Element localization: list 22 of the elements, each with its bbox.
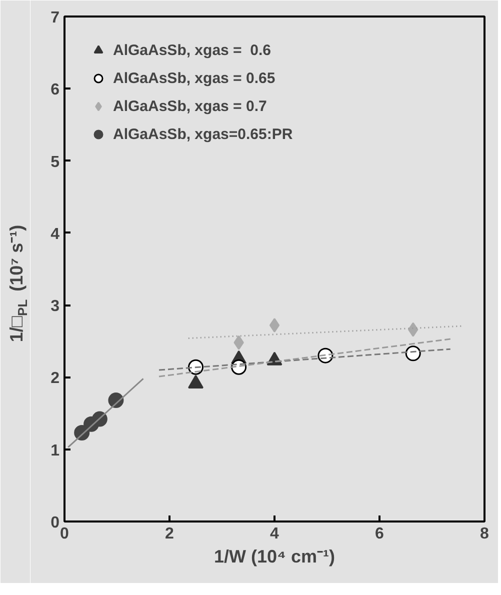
- y-tick-label: 4: [50, 226, 60, 243]
- point: [405, 346, 421, 362]
- x-tick-label: 6: [375, 526, 384, 542]
- y-tick-label: 7: [50, 10, 60, 26]
- x-tick-label: 2: [165, 526, 174, 542]
- x-axis-title: 1/W (10⁴ cm⁻¹): [214, 546, 335, 566]
- y-tick-label: 2: [50, 370, 60, 388]
- legend-label: AlGaAsSb, xgas = 0.6: [113, 42, 271, 58]
- point: [408, 322, 418, 337]
- y-tick-label: 6: [50, 82, 60, 99]
- y-tick-label: 0: [50, 514, 60, 532]
- legend-label: AlGaAsSb, xgas = 0.7: [113, 98, 267, 114]
- legend-label: AlGaAsSb, xgas = 0.65: [113, 70, 276, 86]
- y-tick-label: 5: [50, 154, 60, 171]
- y-tick-label: 1: [50, 442, 60, 460]
- legend-label: AlGaAsSb, xgas=0.65:PR: [113, 126, 293, 142]
- x-tick-label: 8: [480, 526, 490, 542]
- x-tick-label: 4: [270, 526, 280, 542]
- y-axis-title: 1/□PL (10⁷ s⁻¹): [6, 224, 30, 342]
- point: [269, 318, 280, 333]
- point: [234, 335, 244, 350]
- y-tick-label: 3: [50, 298, 60, 316]
